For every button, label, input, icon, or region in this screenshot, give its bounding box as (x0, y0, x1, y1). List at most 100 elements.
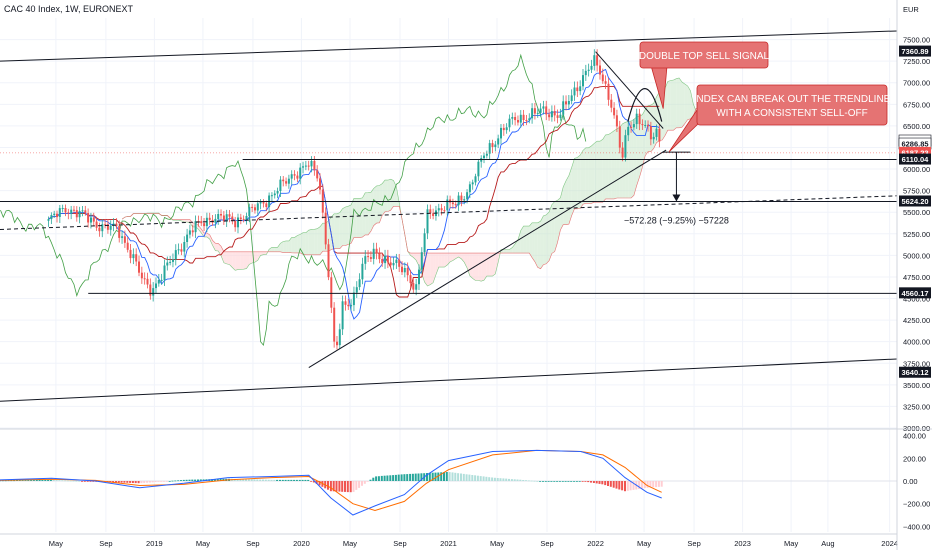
macd-histogram-bar (649, 481, 652, 488)
macd-histogram-bar (431, 472, 434, 481)
candle-body (208, 217, 211, 220)
macd-histogram-bar (420, 473, 423, 481)
macd-histogram-bar (592, 481, 595, 483)
macd-histogram-bar (632, 481, 635, 490)
candle-body (565, 101, 567, 105)
macd-histogram-bar (197, 479, 199, 481)
candle-body (536, 112, 539, 114)
candle-body (454, 204, 457, 206)
macd-panel (0, 449, 897, 516)
macd-histogram-bar (38, 480, 41, 481)
price-tag-label: 6187.23 (901, 148, 928, 157)
price-tag-label: 7360.89 (901, 47, 928, 56)
candle-body (378, 253, 381, 260)
candle-body (276, 191, 279, 194)
candle-body (471, 182, 474, 185)
macd-histogram-bar (643, 481, 646, 489)
cloud-segment (184, 219, 188, 222)
candle-body (262, 201, 265, 204)
cloud-segment (546, 211, 550, 264)
cloud-segment (551, 201, 555, 254)
time-tick-label: Sep (540, 539, 553, 548)
cloud-segment (283, 240, 287, 253)
cloud-segment (246, 251, 250, 269)
macd-histogram-bar (109, 481, 112, 483)
macd-histogram-bar (307, 479, 310, 481)
candle-body (126, 242, 129, 250)
callout-box (696, 84, 888, 126)
candle-body (129, 249, 132, 259)
macd-histogram-bar (468, 474, 471, 481)
macd-histogram-bar (397, 474, 400, 481)
candle-body (104, 224, 107, 226)
cloud-segment (464, 253, 468, 268)
cloud-segment (379, 183, 383, 223)
candle-body (627, 126, 630, 136)
candle-body (384, 255, 387, 264)
macd-histogram-bar (558, 481, 561, 482)
candle-body (109, 225, 112, 230)
candle-body (217, 214, 220, 219)
cloud-segment (286, 240, 289, 253)
macd-histogram-bar (411, 473, 414, 481)
callout-text: WITH A CONSISTENT SELL-OFF (716, 108, 868, 119)
macd-histogram-bar (245, 479, 247, 481)
candle-body (248, 206, 251, 217)
macd-tick-label: −200.00 (903, 500, 930, 509)
macd-histogram-bar (89, 481, 92, 482)
candle-body (225, 214, 228, 222)
cloud-segment (345, 206, 349, 246)
macd-histogram-bar (536, 481, 539, 482)
chart-title: CAC 40 Index, 1W, EURONEXT (4, 4, 134, 14)
candle-body (180, 249, 183, 252)
cloud-segment (687, 85, 691, 120)
cloud-segment (583, 147, 586, 205)
cloud-segment (362, 192, 366, 238)
macd-histogram-bar (213, 479, 216, 481)
candle-body (177, 249, 180, 251)
price-tick-label: 7250.00 (903, 57, 930, 66)
cloud-segment (320, 223, 323, 255)
macd-histogram-bar (451, 472, 454, 481)
candle-body (228, 214, 231, 217)
candle-body (432, 213, 435, 216)
macd-histogram-bar (584, 481, 587, 482)
cloud-segment (506, 249, 510, 254)
macd-histogram-bar (293, 479, 296, 481)
candle-body (237, 217, 239, 228)
macd-histogram-bar (485, 476, 488, 481)
candle-body (584, 70, 587, 76)
macd-histogram-bar (267, 479, 270, 481)
macd-histogram-bar (338, 481, 341, 492)
macd-histogram-bar (612, 481, 615, 488)
cloud-segment (308, 229, 312, 255)
price-tick-label: 3250.00 (903, 402, 930, 411)
cloud-segment (413, 253, 417, 261)
time-tick-label: 2021 (440, 539, 457, 548)
candle-body (644, 125, 647, 126)
macd-histogram-bar (27, 480, 30, 481)
candle-body (392, 263, 395, 266)
cloud-segment (430, 253, 434, 285)
candle-body (635, 113, 638, 125)
time-tick-label: 2020 (293, 539, 310, 548)
candle-body (183, 242, 186, 252)
candle-body (474, 176, 477, 183)
macd-histogram-bar (609, 481, 612, 487)
candle-body (364, 256, 367, 264)
macd-histogram-bar (143, 481, 146, 483)
macd-histogram-bar (550, 481, 553, 482)
candle-body (443, 210, 446, 212)
candle-body (505, 127, 508, 131)
candle-body (630, 126, 633, 128)
candle-body (491, 143, 494, 147)
candle-body (590, 65, 593, 70)
macd-histogram-bar (44, 479, 47, 481)
cloud-segment (568, 167, 572, 225)
candle-body (203, 223, 206, 227)
cloud-segment (682, 82, 685, 128)
candle-body (624, 135, 627, 158)
trendline-rising-support (308, 149, 667, 369)
macd-histogram-bar (151, 481, 154, 483)
